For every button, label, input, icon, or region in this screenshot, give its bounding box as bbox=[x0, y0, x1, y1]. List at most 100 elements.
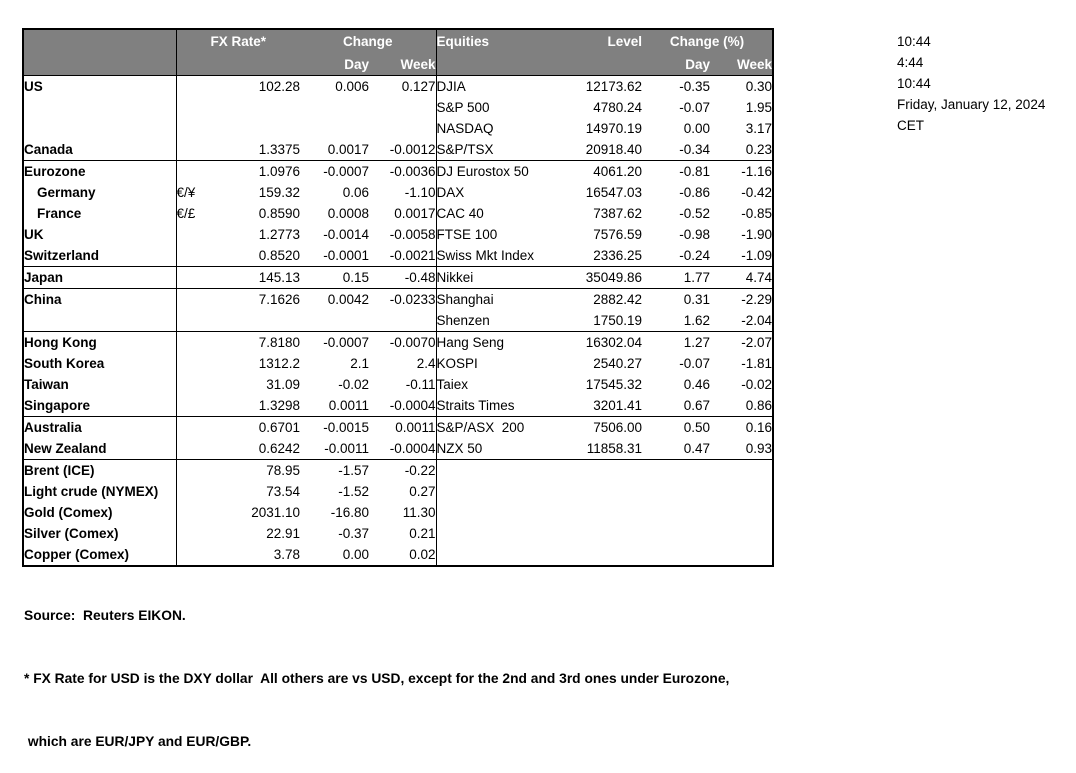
eq-day-cell: -0.98 bbox=[679, 227, 711, 242]
fx-day-cell: -0.0001 bbox=[323, 248, 369, 263]
table-row: Shenzen 1750.19 1.62 -2.04 bbox=[23, 310, 773, 332]
table-row: Eurozone 1.0976 -0.0007 -0.0036 DJ Eurostox … bbox=[23, 160, 774, 182]
fx-rate-cell: 7.1626 bbox=[206, 288, 300, 310]
fx-day-cell: -0.02 bbox=[338, 377, 369, 392]
corner-header-cell bbox=[23, 29, 177, 54]
eq-week-cell: -2.04 bbox=[741, 313, 773, 328]
eq-level-cell: 7506.00 bbox=[541, 416, 643, 438]
fx-name-cell bbox=[23, 310, 177, 332]
fx-rate-cell: 159.32 bbox=[258, 185, 300, 200]
eq-week-cell: -0.85 bbox=[741, 206, 773, 221]
eq-week-cell: 0.30 bbox=[745, 79, 773, 94]
fx-week-cell: 2.4 bbox=[369, 353, 437, 374]
eq-day-cell bbox=[642, 502, 710, 523]
eq-week-cell bbox=[710, 481, 773, 502]
eq-day-cell: 0.47 bbox=[683, 441, 711, 456]
eq-week-cell bbox=[710, 523, 773, 544]
table-body: FX Rate* Change Equities Level Change (%… bbox=[23, 29, 774, 566]
fx-rate-cell bbox=[206, 97, 300, 118]
fx-name-cell: France bbox=[23, 203, 177, 224]
eq-day-header: Day bbox=[642, 54, 711, 76]
eq-level-cell: 4780.24 bbox=[593, 100, 643, 115]
fx-pair-cell bbox=[176, 353, 206, 374]
eq-week-cell: -2.07 bbox=[710, 331, 774, 353]
eq-name-cell: CAC 40 bbox=[436, 206, 484, 221]
fx-rate-cell: 1.0976 bbox=[206, 160, 300, 182]
fx-name-cell: China bbox=[23, 288, 177, 310]
eq-name-cell bbox=[436, 481, 541, 502]
fx-rate-cell: 0.8590 bbox=[258, 206, 300, 221]
eq-day-cell: -0.81 bbox=[642, 160, 711, 182]
eq-week-cell: 0.86 bbox=[745, 398, 773, 413]
fx-week-cell: -0.0036 bbox=[369, 160, 437, 182]
eq-level-cell bbox=[541, 502, 642, 523]
eq-day-cell: -0.86 bbox=[679, 185, 711, 200]
fx-pair-cell bbox=[176, 416, 206, 438]
eq-day-cell: -0.34 bbox=[679, 142, 711, 157]
table-row: Copper (Comex) 3.78 0.00 0.02 bbox=[23, 544, 773, 566]
table-row: Australia 0.6701 -0.0015 0.0011 S&P/ASX 200 7… bbox=[23, 416, 774, 438]
eq-name-cell: S&P/ASX 200 bbox=[436, 416, 542, 438]
table-row: South Korea 1312.2 2.1 2.4 KOSPI 2540.27 -0.07… bbox=[23, 353, 773, 374]
eq-level-cell bbox=[541, 481, 642, 502]
eq-week-cell: 0.16 bbox=[710, 416, 774, 438]
fx-name-cell: Australia bbox=[23, 416, 177, 438]
fx-rate-cell: 0.6701 bbox=[206, 416, 300, 438]
fx-rate-cell bbox=[206, 310, 300, 332]
eq-name-cell: KOSPI bbox=[436, 356, 478, 371]
eq-level-cell bbox=[541, 459, 643, 481]
blank-header-cell bbox=[436, 54, 542, 76]
fx-name-cell: US bbox=[23, 75, 177, 97]
table-row: Canada 1.3375 0.0017 -0.0012 S&P/TSX 20918.40… bbox=[23, 139, 773, 161]
eq-name-cell: S&P/TSX bbox=[436, 142, 494, 157]
fx-name-cell: South Korea bbox=[23, 353, 177, 374]
eq-level-cell: 2540.27 bbox=[593, 356, 643, 371]
fx-footnote-line-1: * FX Rate for USD is the DXY dollar All … bbox=[24, 671, 730, 686]
table-row: UK 1.2773 -0.0014 -0.0058 FTSE 100 7576.59 -0.… bbox=[23, 224, 773, 245]
fx-name-cell: Light crude (NYMEX) bbox=[23, 481, 177, 502]
eq-week-cell: 3.17 bbox=[745, 121, 773, 136]
fx-pair-cell: €/£ bbox=[176, 206, 196, 221]
fx-pair-cell bbox=[176, 288, 206, 310]
eq-name-cell: Hang Seng bbox=[436, 331, 542, 353]
fx-pair-cell bbox=[176, 481, 206, 502]
fx-day-cell: -1.57 bbox=[300, 459, 369, 481]
fx-pair-cell bbox=[176, 310, 206, 332]
fx-name-cell: Germany bbox=[23, 182, 177, 203]
eq-day-cell: 1.27 bbox=[642, 331, 711, 353]
eq-week-cell: -1.81 bbox=[741, 356, 773, 371]
fx-pair-cell bbox=[176, 395, 206, 417]
fx-day-cell: -0.0014 bbox=[323, 227, 369, 242]
table-header-row-2: Day Week Day Week bbox=[23, 54, 774, 76]
fx-week-cell: 0.27 bbox=[369, 481, 437, 502]
eq-level-cell bbox=[541, 523, 642, 544]
fx-day-cell: 2.1 bbox=[350, 356, 369, 371]
fx-day-cell: 0.15 bbox=[300, 266, 369, 289]
eq-name-cell bbox=[436, 523, 541, 544]
table-row: France €/£ 0.8590 0.0008 0.0017 CAC 40 7387.62… bbox=[23, 203, 773, 224]
fx-rate-cell: 1312.2 bbox=[258, 356, 300, 371]
fx-week-cell: -0.0004 bbox=[369, 438, 437, 460]
eq-week-cell: 0.93 bbox=[745, 441, 773, 456]
fx-pair-cell bbox=[176, 160, 206, 182]
blank-header-cell bbox=[176, 54, 206, 76]
eq-week-cell: 0.23 bbox=[745, 142, 773, 157]
fx-week-cell: -0.0070 bbox=[369, 331, 437, 353]
eq-week-cell: 4.74 bbox=[710, 266, 774, 289]
fx-name-cell: Copper (Comex) bbox=[23, 544, 177, 566]
fx-week-cell: 0.127 bbox=[369, 75, 437, 97]
fx-day-cell bbox=[300, 310, 369, 332]
fx-pair-cell: €/¥ bbox=[176, 185, 196, 200]
blank-header-cell bbox=[541, 54, 643, 76]
fx-name-cell: Eurozone bbox=[23, 160, 177, 182]
fx-day-cell: 0.0042 bbox=[300, 288, 369, 310]
eq-day-cell: 1.62 bbox=[683, 313, 711, 328]
eq-day-cell bbox=[642, 523, 710, 544]
eq-level-cell: 11858.31 bbox=[586, 441, 643, 456]
fx-week-cell: 0.02 bbox=[369, 544, 437, 566]
fx-day-cell bbox=[300, 118, 369, 139]
fx-name-cell bbox=[23, 97, 177, 118]
eq-name-cell: DJIA bbox=[436, 79, 466, 94]
fx-pair-cell bbox=[176, 438, 206, 460]
level-header: Level bbox=[541, 29, 643, 54]
